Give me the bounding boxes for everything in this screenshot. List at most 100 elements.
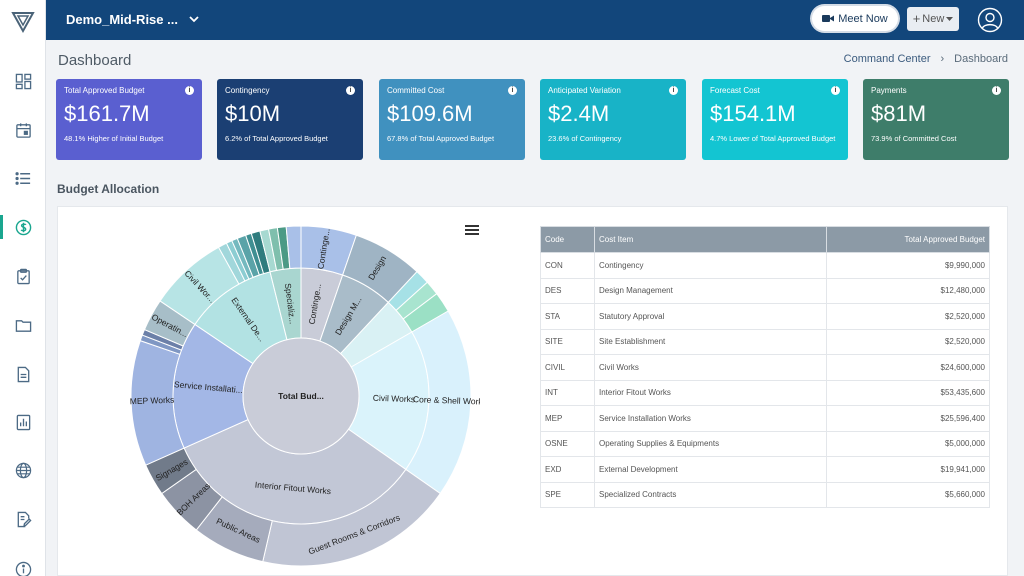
budget-allocation-title: Budget Allocation xyxy=(57,182,160,196)
budget-cell: $5,660,000 xyxy=(826,481,990,508)
calendar-icon xyxy=(15,122,31,138)
sidebar-item-reports[interactable] xyxy=(0,408,46,436)
kpi-card-subtext: 6.2% of Total Approved Budget xyxy=(225,134,328,143)
info-icon[interactable]: i xyxy=(185,86,194,95)
caret-down-icon xyxy=(946,16,954,21)
kpi-card-subtext: 48.1% Higher of Initial Budget xyxy=(64,134,164,143)
table-row[interactable]: SITE Site Establishment $2,520,000 xyxy=(540,328,990,355)
sunburst-outer-spe-d[interactable] xyxy=(285,225,302,270)
cost-item-cell: Site Establishment xyxy=(594,328,827,355)
table-row[interactable]: OSNE Operating Supplies & Equipments $5,00… xyxy=(540,430,990,457)
kpi-card-value: $109.6M xyxy=(387,101,473,126)
table-row[interactable]: CON Contingency $9,990,000 xyxy=(540,252,990,279)
table-row[interactable]: SPE Specialized Contracts $5,660,000 xyxy=(540,481,990,508)
code-cell: SITE xyxy=(540,328,595,355)
info-icon[interactable]: i xyxy=(992,86,1001,95)
kpi-card[interactable]: Forecast Cost i $154.1M 4.7% Lower of Total… xyxy=(702,79,848,160)
cost-item-cell: Operating Supplies & Equipments xyxy=(594,430,827,457)
code-cell: SPE xyxy=(540,481,595,508)
video-camera-icon xyxy=(822,15,835,22)
sunburst-center[interactable] xyxy=(242,337,360,455)
sidebar-item-checklist[interactable] xyxy=(0,262,46,290)
budget-cell: $12,480,000 xyxy=(826,277,990,304)
sidebar-item-info[interactable] xyxy=(0,555,46,576)
budget-cell: $53,435,600 xyxy=(826,379,990,406)
table-row[interactable]: CIVIL Civil Works $24,600,000 xyxy=(540,354,990,381)
kpi-card[interactable]: Payments i $81M 73.9% of Committed Cost xyxy=(863,79,1009,160)
sidebar-item-budget[interactable] xyxy=(0,213,46,241)
kpi-card-value: $10M xyxy=(225,101,281,126)
code-cell: INT xyxy=(540,379,595,406)
cost-item-cell: Interior Fitout Works xyxy=(594,379,827,406)
sidebar xyxy=(0,0,46,576)
info-icon[interactable]: i xyxy=(831,86,840,95)
kpi-card-title: Anticipated Variation xyxy=(548,86,621,95)
cost-item-cell: Specialized Contracts xyxy=(594,481,827,508)
folder-icon xyxy=(15,319,31,332)
kpi-card-title: Payments xyxy=(871,86,907,95)
kpi-card-value: $2.4M xyxy=(548,101,610,126)
sidebar-item-documents[interactable] xyxy=(0,360,46,388)
chart-menu-icon[interactable] xyxy=(465,224,479,236)
clipboard-check-icon xyxy=(16,268,30,284)
kpi-card-subtext: 23.6% of Contingency xyxy=(548,134,622,143)
project-selector-label[interactable]: Demo_Mid-Rise ... xyxy=(66,12,178,27)
new-button[interactable]: + New xyxy=(907,7,959,31)
code-cell: STA xyxy=(540,303,595,330)
info-icon[interactable]: i xyxy=(508,86,517,95)
code-cell: MEP xyxy=(540,405,595,432)
info-icon[interactable]: i xyxy=(346,86,355,95)
column-header-cost-item[interactable]: Cost Item xyxy=(594,226,827,253)
chevron-down-icon[interactable] xyxy=(186,11,202,27)
edit-document-icon xyxy=(17,511,32,527)
table-row[interactable]: EXD External Development $19,941,000 xyxy=(540,456,990,483)
meet-now-label: Meet Now xyxy=(838,12,888,25)
kpi-card-subtext: 67.8% of Total Approved Budget xyxy=(387,134,495,143)
inner-label-specialized: Specializ... xyxy=(283,283,298,325)
kpi-card[interactable]: Committed Cost i $109.6M 67.8% of Total App… xyxy=(379,79,525,160)
top-bar: Demo_Mid-Rise ... Meet Now + New xyxy=(46,0,1024,40)
cost-item-cell: Civil Works xyxy=(594,354,827,381)
table-row[interactable]: DES Design Management $12,480,000 xyxy=(540,277,990,304)
sidebar-item-dashboard[interactable] xyxy=(0,67,46,95)
budget-cell: $5,000,000 xyxy=(826,430,990,457)
sidebar-item-global[interactable] xyxy=(0,456,46,484)
table-row[interactable]: MEP Service Installation Works $25,596,400 xyxy=(540,405,990,432)
code-cell: CIVIL xyxy=(540,354,595,381)
kpi-card[interactable]: Contingency i $10M 6.2% of Total Approved B… xyxy=(217,79,363,160)
kpi-card-title: Total Approved Budget xyxy=(64,86,145,95)
code-cell: CON xyxy=(540,252,595,279)
kpi-card-value: $161.7M xyxy=(64,101,150,126)
kpi-card-title: Contingency xyxy=(225,86,270,95)
info-icon[interactable]: i xyxy=(669,86,678,95)
column-header-code[interactable]: Code xyxy=(540,226,595,253)
budget-cell: $2,520,000 xyxy=(826,303,990,330)
cost-item-cell: Statutory Approval xyxy=(594,303,827,330)
sidebar-item-list[interactable] xyxy=(0,164,46,192)
outer-label-mep-works: MEP Works xyxy=(130,395,175,407)
sidebar-item-edit[interactable] xyxy=(0,505,46,533)
kpi-card-value: $154.1M xyxy=(710,101,796,126)
breadcrumb: Command Center › Dashboard xyxy=(844,53,1008,65)
budget-cell: $25,596,400 xyxy=(826,405,990,432)
list-icon xyxy=(14,171,30,185)
budget-cell: $9,990,000 xyxy=(826,252,990,279)
kpi-card-subtext: 73.9% of Committed Cost xyxy=(871,134,957,143)
kpi-card[interactable]: Anticipated Variation i $2.4M 23.6% of Cont… xyxy=(540,79,686,160)
meet-now-button[interactable]: Meet Now xyxy=(812,6,898,31)
sidebar-item-files[interactable] xyxy=(0,311,46,339)
sidebar-item-schedule[interactable] xyxy=(0,116,46,144)
kpi-card[interactable]: Total Approved Budget i $161.7M 48.1% Highe… xyxy=(56,79,202,160)
new-label: New xyxy=(922,13,945,25)
dollar-icon xyxy=(15,219,31,235)
kpi-card-value: $81M xyxy=(871,101,927,126)
user-avatar-icon[interactable] xyxy=(977,7,1003,33)
plus-icon: + xyxy=(912,11,921,26)
column-header-total-approved-budget[interactable]: Total Approved Budget xyxy=(826,226,990,253)
page-title: Dashboard xyxy=(58,52,132,69)
table-row[interactable]: INT Interior Fitout Works $53,435,600 xyxy=(540,379,990,406)
table-row[interactable]: STA Statutory Approval $2,520,000 xyxy=(540,303,990,330)
breadcrumb-current: Dashboard xyxy=(954,53,1008,65)
app-logo[interactable] xyxy=(11,10,35,34)
breadcrumb-command-center[interactable]: Command Center xyxy=(843,53,931,65)
